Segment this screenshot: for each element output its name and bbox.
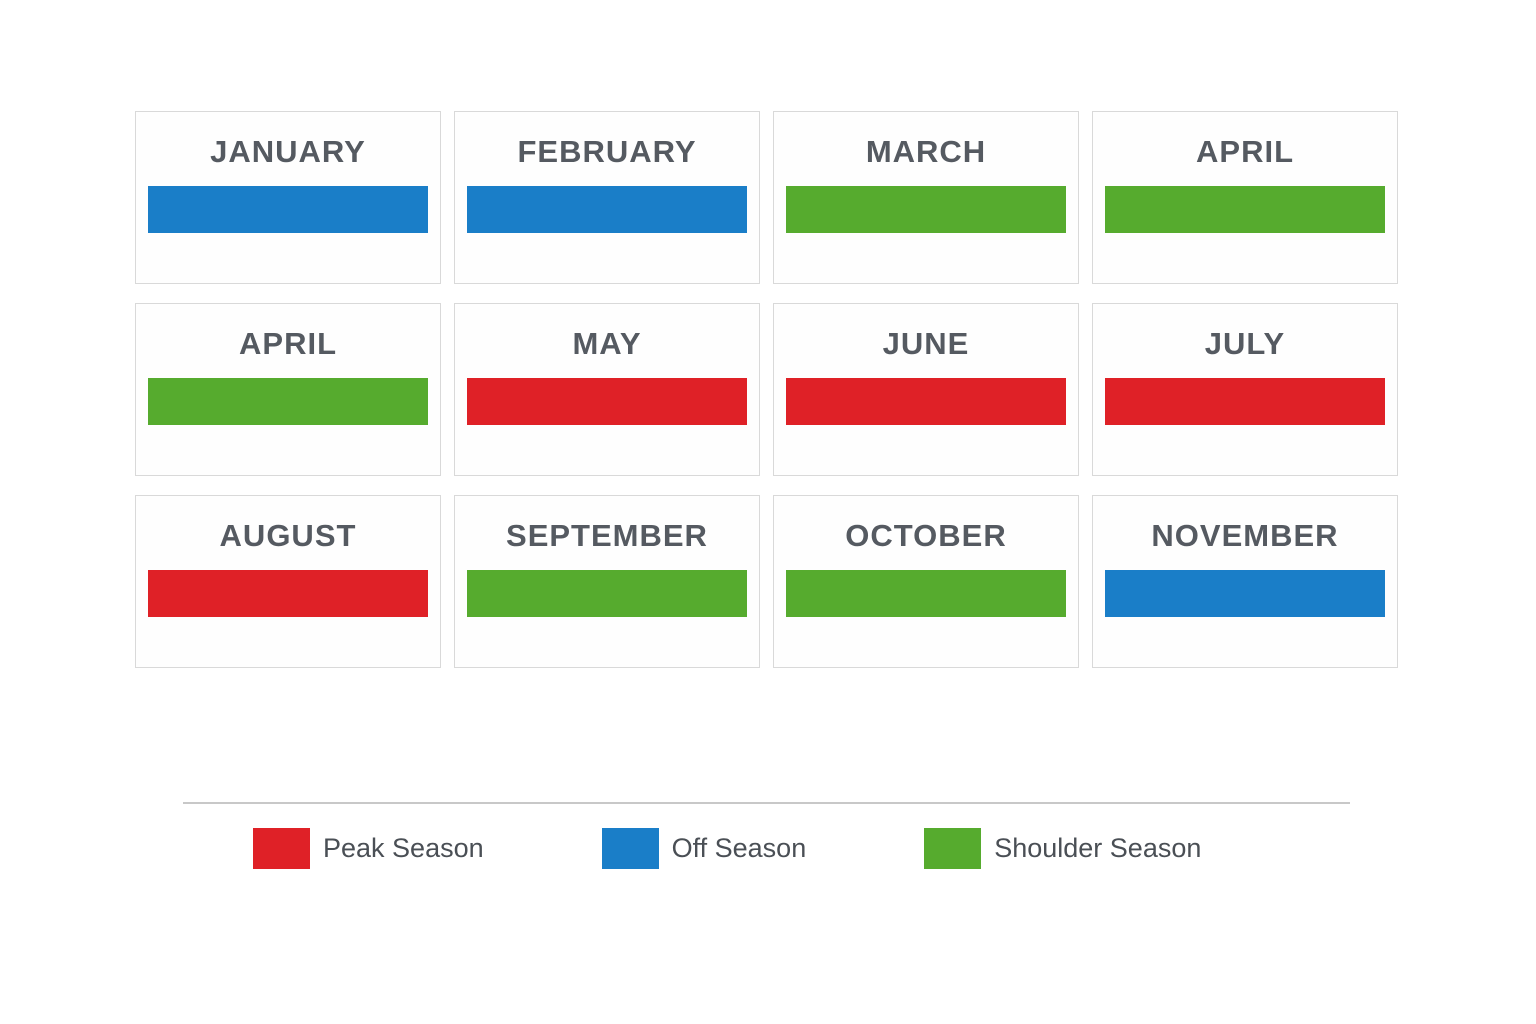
month-card: APRIL bbox=[1092, 111, 1398, 284]
season-bar-off bbox=[1105, 570, 1385, 617]
legend-divider bbox=[183, 802, 1350, 804]
month-title: AUGUST bbox=[219, 518, 357, 553]
month-card: JULY bbox=[1092, 303, 1398, 476]
legend-label: Shoulder Season bbox=[994, 833, 1202, 863]
month-title: OCTOBER bbox=[845, 518, 1007, 553]
legend-swatch-shoulder bbox=[924, 828, 982, 869]
legend: Peak Season Off Season Shoulder Season bbox=[253, 828, 1201, 869]
season-bar-peak bbox=[786, 378, 1066, 425]
season-bar-off bbox=[148, 186, 428, 233]
months-grid: JANUARY FEBRUARY MARCH APRIL APRIL MAY J… bbox=[135, 111, 1398, 668]
month-title: MARCH bbox=[865, 134, 987, 169]
season-bar-off bbox=[467, 186, 747, 233]
month-card: OCTOBER bbox=[773, 495, 1079, 668]
legend-item: Shoulder Season bbox=[924, 828, 1201, 869]
season-bar-peak bbox=[467, 378, 747, 425]
month-title: NOVEMBER bbox=[1151, 518, 1339, 553]
month-title: SEPTEMBER bbox=[506, 518, 708, 553]
month-title: FEBRUARY bbox=[517, 134, 697, 169]
season-bar-shoulder bbox=[1105, 186, 1385, 233]
month-card: AUGUST bbox=[135, 495, 441, 668]
legend-swatch-peak bbox=[253, 828, 310, 869]
month-title: JULY bbox=[1204, 326, 1286, 361]
month-title: APRIL bbox=[239, 326, 337, 361]
month-card: NOVEMBER bbox=[1092, 495, 1398, 668]
season-bar-peak bbox=[1105, 378, 1385, 425]
legend-label: Off Season bbox=[671, 833, 807, 863]
season-bar-shoulder bbox=[786, 186, 1066, 233]
legend-item: Off Season bbox=[601, 828, 807, 869]
month-title: MAY bbox=[572, 326, 642, 361]
month-title: JUNE bbox=[882, 326, 970, 361]
legend-label: Peak Season bbox=[323, 833, 484, 863]
month-card: FEBRUARY bbox=[454, 111, 760, 284]
month-card: JUNE bbox=[773, 303, 1079, 476]
month-title: JANUARY bbox=[210, 134, 366, 169]
season-bar-peak bbox=[148, 570, 428, 617]
season-bar-shoulder bbox=[786, 570, 1066, 617]
legend-swatch-off bbox=[601, 828, 659, 869]
month-card: MAY bbox=[454, 303, 760, 476]
month-card: MARCH bbox=[773, 111, 1079, 284]
month-title: APRIL bbox=[1196, 134, 1294, 169]
season-bar-shoulder bbox=[467, 570, 747, 617]
season-bar-shoulder bbox=[148, 378, 428, 425]
month-card: SEPTEMBER bbox=[454, 495, 760, 668]
month-card: JANUARY bbox=[135, 111, 441, 284]
legend-item: Peak Season bbox=[253, 828, 484, 869]
month-card: APRIL bbox=[135, 303, 441, 476]
